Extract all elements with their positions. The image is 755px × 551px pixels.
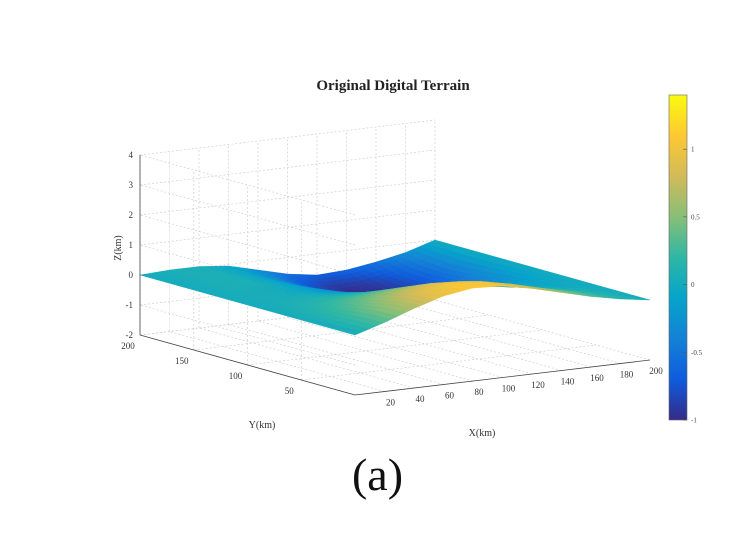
grid-line [139, 299, 436, 336]
z-tick-label: 1 [129, 240, 134, 250]
z-tick-label: -2 [126, 330, 134, 340]
axis-ticks: 20 40 60 80 100 120 140 160 180 20050100150200-2-… [121, 150, 663, 408]
grid-line [139, 179, 436, 216]
grid-line [257, 320, 474, 382]
x-tick-label: 200 [649, 366, 663, 376]
x-tick-label: 120 [531, 380, 545, 390]
x-axis-label: X(km) [469, 428, 496, 439]
x-tick-label: 140 [561, 377, 575, 387]
y-axis-label: Y(km) [249, 420, 276, 431]
grid-line [287, 317, 503, 378]
z-tick-label: 3 [129, 180, 134, 190]
grid-line [247, 329, 543, 366]
terrain-surface [139, 239, 651, 336]
grid-line [193, 314, 489, 351]
z-tick-label: 4 [129, 150, 134, 160]
y-tick-label: 200 [121, 341, 135, 351]
grid-line [169, 331, 385, 392]
colorbar-tick-label: 0.5 [691, 213, 700, 221]
surface-patch [637, 298, 651, 301]
grid-line [198, 327, 415, 389]
axes-lines [139, 155, 651, 396]
grid-line [139, 304, 356, 366]
chart-title: Original Digital Terrain [316, 78, 470, 94]
grid-line [139, 184, 356, 246]
grid-line [375, 306, 592, 368]
grid-line [139, 214, 356, 276]
grid-line [228, 324, 444, 385]
x-tick-label: 20 [386, 398, 396, 408]
z-tick-label: 2 [129, 210, 134, 220]
x-tick-label: 180 [620, 370, 634, 380]
figure-caption: (a) [351, 449, 404, 500]
x-tick-label: 60 [445, 391, 455, 401]
z-tick-label: 0 [129, 270, 134, 280]
y-tick-label: 150 [175, 356, 189, 366]
colorbar-tick-label: 0 [691, 281, 695, 289]
x-tick-label: 100 [502, 384, 516, 394]
grid-line [301, 344, 597, 381]
colorbar: -1 -0.5 0 0.5 1 [668, 94, 703, 425]
grid-line [316, 313, 533, 375]
y-axis-line [139, 334, 356, 396]
grid-line [434, 299, 651, 361]
grid-line [139, 209, 436, 246]
grid-line [346, 310, 562, 371]
colorbar-tick-label: 1 [691, 146, 695, 154]
colorbar-tick-label: -1 [691, 417, 697, 425]
colorbar-ticks: -1 -0.5 0 0.5 1 [683, 146, 703, 425]
grid-line [139, 154, 356, 216]
z-axis-label: Z(km) [113, 235, 124, 261]
y-tick-label: 100 [229, 371, 243, 381]
y-tick-label: 50 [285, 386, 295, 396]
grid-line [405, 303, 621, 364]
x-axis-line [354, 359, 651, 396]
grid-line [139, 119, 436, 156]
x-tick-label: 80 [475, 387, 485, 397]
x-tick-label: 160 [590, 373, 604, 383]
x-tick-label: 40 [416, 394, 426, 404]
colorbar-scale [668, 94, 688, 421]
grid-line [139, 149, 436, 186]
z-tick-label: -1 [126, 300, 134, 310]
colorbar-tick-label: -0.5 [691, 349, 703, 357]
